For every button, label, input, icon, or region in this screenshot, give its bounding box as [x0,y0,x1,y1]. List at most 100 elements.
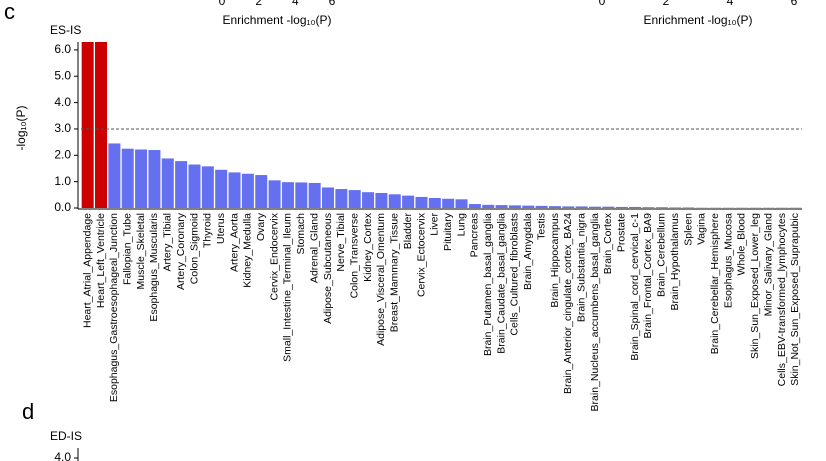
bar [629,206,642,208]
x-tick-label: Ovary [255,212,267,241]
bar [388,194,401,208]
x-tick-label: Testis [535,213,547,240]
bar [402,195,415,208]
x-tick-label: Spleen [682,213,694,246]
x-tick-label: Brain_Anterior_cingulate_cortex_BA24 [562,213,574,394]
x-tick-label: Thyroid [202,213,214,248]
chart-title: ED-IS [50,429,82,443]
x-tick-label: Brain_Spinal_cord_cervical_c-1 [629,213,641,361]
bar [508,205,521,208]
x-tick-label: Adipose_Visceral_Omentum [375,213,387,346]
x-tick-label: Esophagus_Muscularis [148,213,160,322]
x-axis-label: Enrichment -log₁₀(P) [643,13,752,27]
bar [322,187,335,208]
bar [615,206,628,208]
x-tick-label: 4 [292,0,299,8]
bar [562,206,575,208]
bar [335,189,348,208]
x-tick-label: Cells_EBV-transformed_lymphocytes [776,213,788,386]
bar [95,42,108,208]
bar [268,180,281,208]
bar [682,207,695,208]
x-tick-label: Brain_Hippocampus [549,213,561,308]
bar [281,182,294,208]
bar [575,206,588,208]
bar [442,198,455,208]
bar [241,173,254,208]
x-tick-label: Liver [429,213,441,236]
x-tick-label: 6 [791,0,798,8]
x-tick-label: 2 [255,0,262,8]
bar [161,158,174,208]
y-tick-label: 1.0 [54,174,71,188]
bar [455,199,468,208]
x-tick-label: Skin_Not_Sun_Exposed_Suprapubic [789,213,801,386]
bar [81,42,94,208]
x-tick-label: Brain_Cortex [602,212,614,274]
x-tick-label: 0 [599,0,606,8]
x-tick-label: Skin_Sun_Exposed_Lower_leg [749,213,761,359]
x-tick-label: Whole_Blood [736,213,748,276]
x-tick-label: Fallopian_Tube [122,213,134,285]
x-tick-label: Pancreas [469,213,481,257]
x-tick-label: Brain_Amygdala [522,213,534,290]
x-tick-label: 2 [663,0,670,8]
x-tick-label: Vagina [696,213,708,245]
bar [135,149,148,208]
x-tick-label: Nerve_Tibial [335,213,347,272]
y-axis-label: -log₁₀(P) [14,105,28,150]
bar [548,206,561,208]
bar [669,207,682,208]
x-tick-label: Brain_Putamen_basal_ganglia [482,213,494,356]
x-tick-label: Bladder [402,213,414,250]
x-tick-label: Adrenal_Gland [308,213,320,283]
x-tick-label: Brain_Cerebellum [656,213,668,297]
y-tick-label: 6.0 [54,42,71,56]
bar [415,196,428,208]
x-axis-label: Enrichment -log₁₀(P) [222,13,331,27]
bar [589,206,602,208]
x-tick-label: 0 [219,0,226,8]
bar [642,207,655,208]
x-tick-label: Colon_Sigmoid [188,213,200,284]
bar [362,192,375,208]
y-tick-label: 2.0 [54,147,71,161]
bar [175,161,188,208]
bar [188,164,201,208]
x-tick-label: Colon_Transverse [348,213,360,299]
x-tick-label: 6 [329,0,336,8]
x-tick-label: Artery_Aorta [228,213,240,272]
x-tick-label: Uterus [215,213,227,244]
panel-label: d [22,399,34,424]
x-tick-label: Brain_Nucleus_accumbens_basal_ganglia [589,213,601,412]
x-tick-label: Brain_Caudate_basal_ganglia [495,213,507,354]
bar [482,204,495,208]
x-tick-label: Brain_Substantia_nigra [575,213,587,322]
bar [348,190,361,208]
bar [535,205,548,208]
chart-title: ES-IS [50,23,81,37]
bar [215,169,228,208]
bar [121,148,134,208]
bar [655,207,668,208]
x-tick-label: Brain_Frontal_Cortex_BA9 [642,213,654,339]
x-tick-label: Kidney_Cortex [362,212,374,282]
x-tick-label: Brain_Cerebellar_Hemisphere [709,213,721,354]
bar [375,192,388,208]
bar [602,206,615,208]
x-tick-label: Adipose_Subcutaneous [322,213,334,324]
x-tick-label: Stomach [295,213,307,255]
y-tick-label: 0.0 [54,200,71,214]
x-tick-label: Brain_Hypothalamus [669,213,681,310]
bar [108,143,121,208]
bar [295,182,308,208]
x-tick-label: Esophagus_Mucosa [722,213,734,308]
x-tick-label: Small_Intestine_Terminal_Ileum [282,213,294,362]
x-tick-label: Muscle_Skeletal [135,213,147,289]
x-tick-label: Heart_Left_Ventricle [95,213,107,308]
x-tick-label: Lung [455,213,467,237]
x-tick-label: 4 [727,0,734,8]
bar [255,175,268,208]
x-tick-label: Cells_Cultured_fibroblasts [509,213,521,336]
